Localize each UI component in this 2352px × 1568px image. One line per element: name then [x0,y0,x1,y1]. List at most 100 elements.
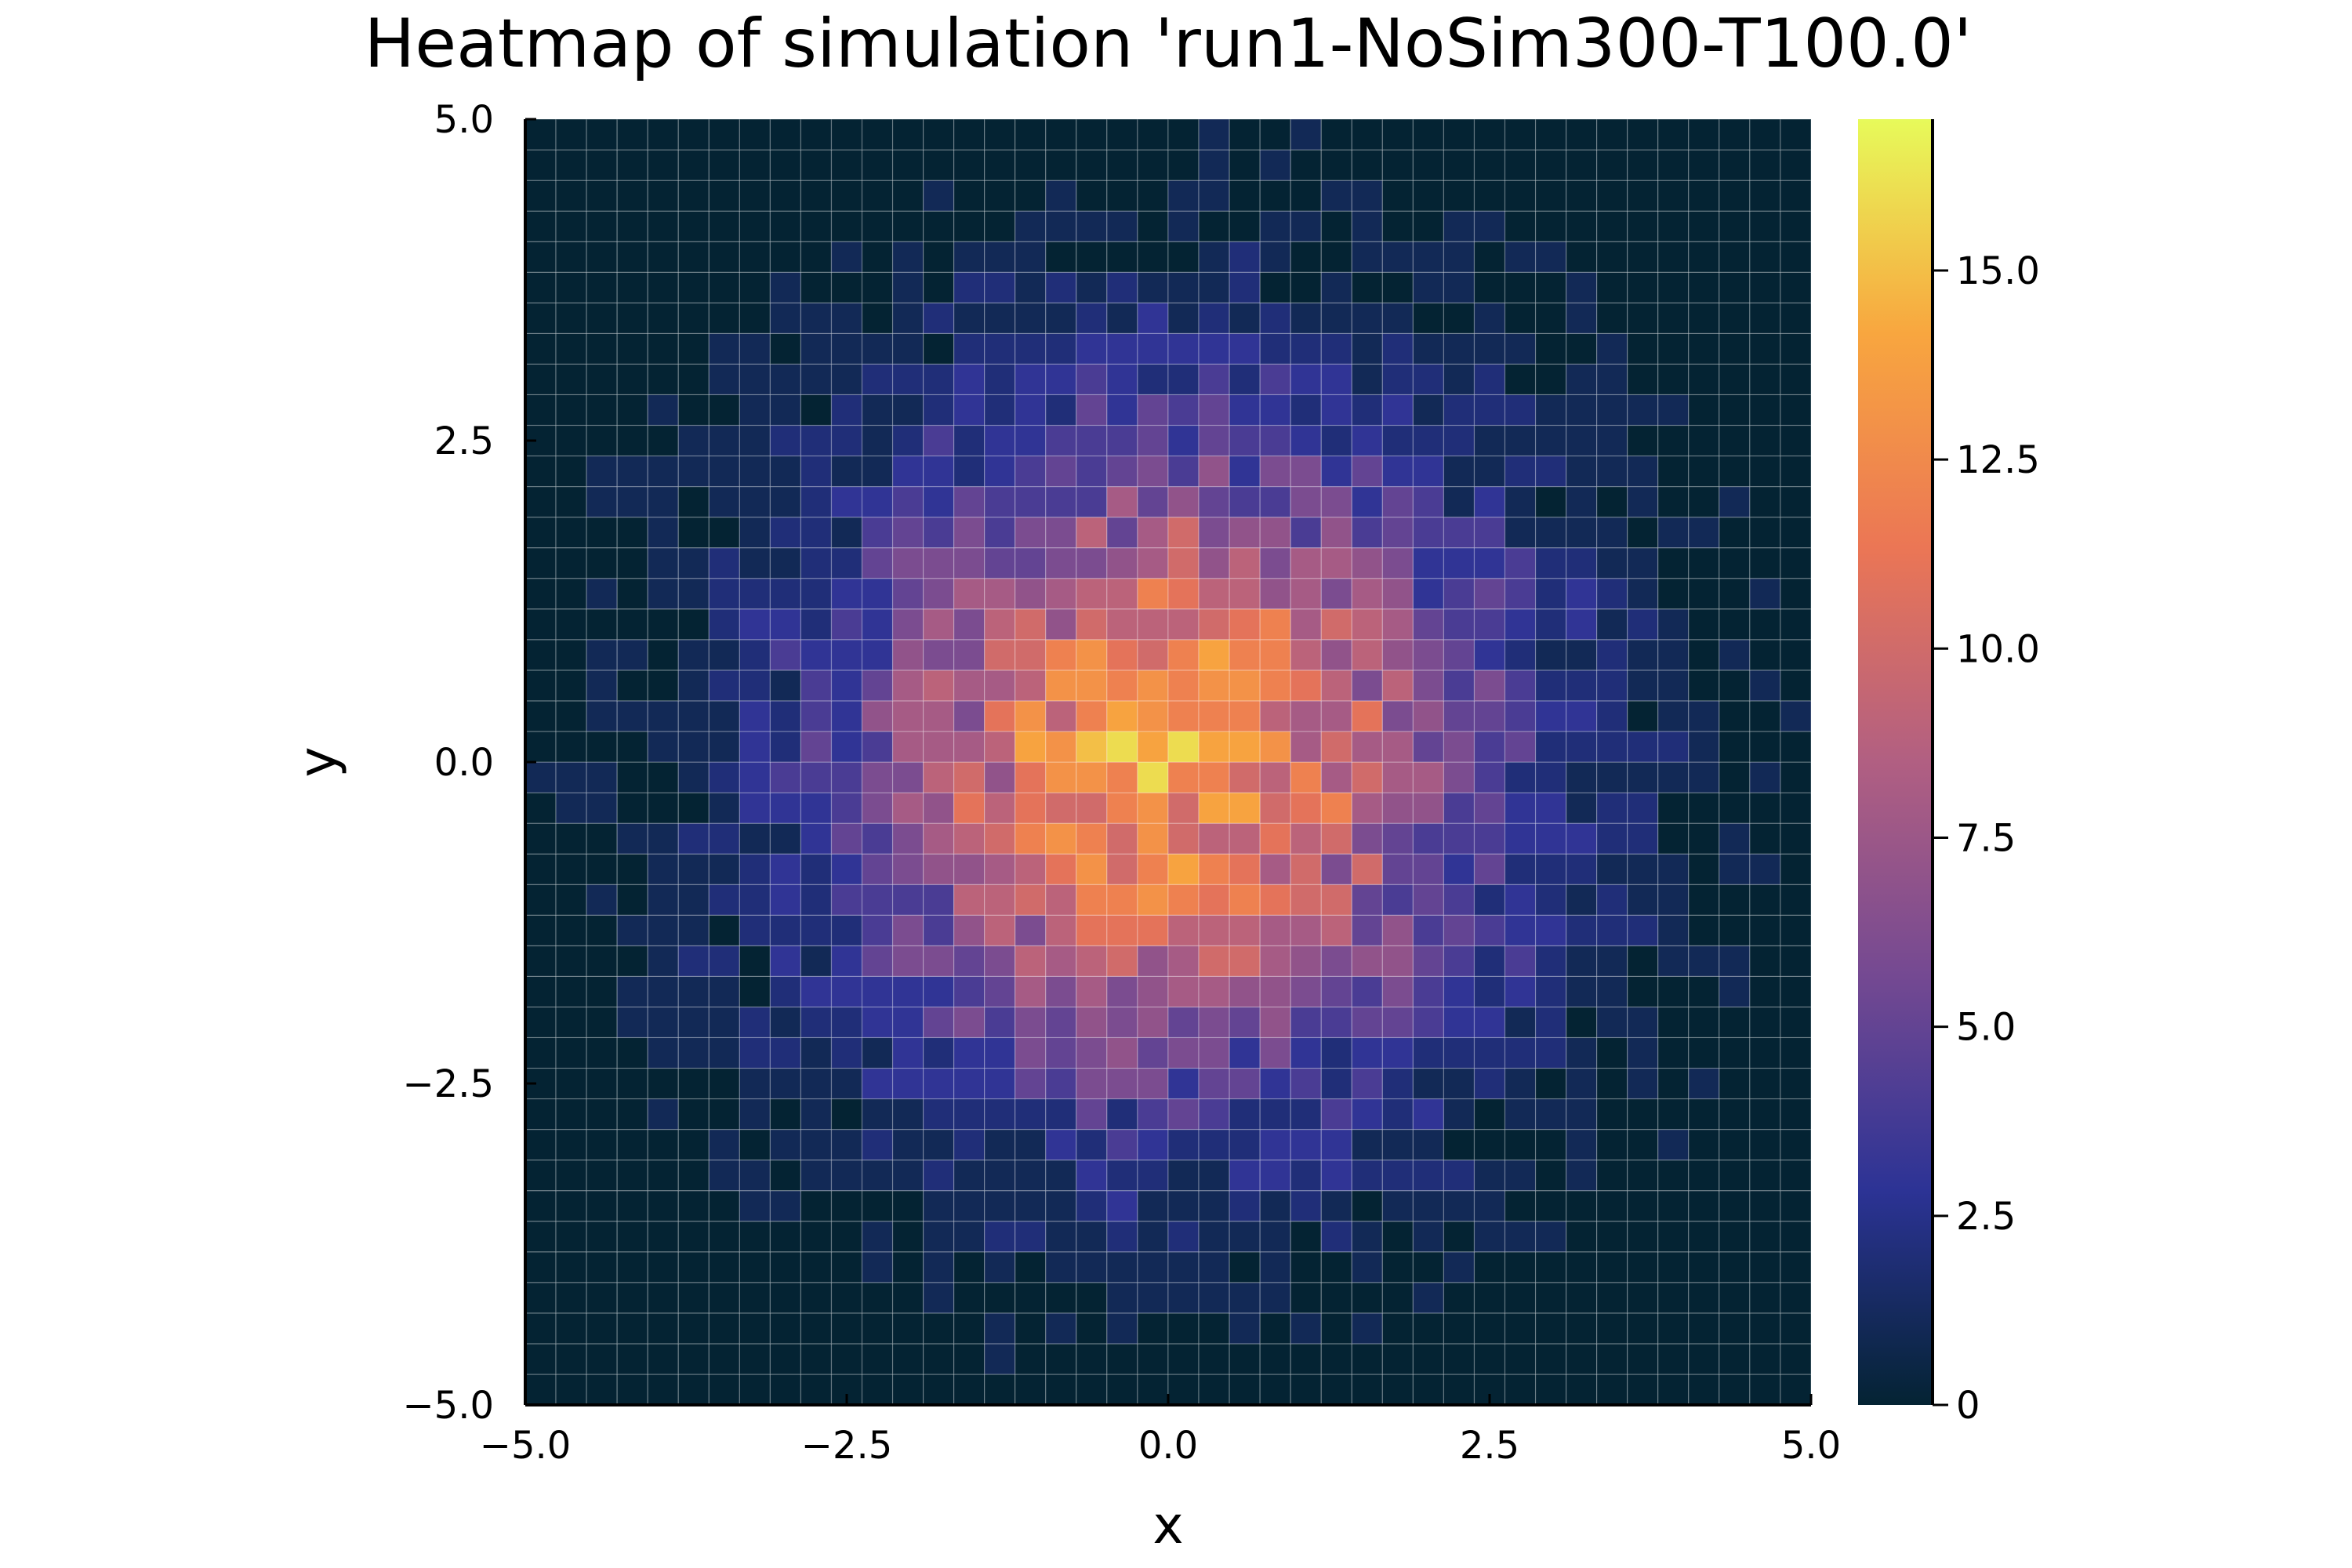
heatmap-cell [1045,1282,1077,1314]
heatmap-cell [1137,731,1169,763]
heatmap-cell [1229,1128,1261,1161]
heatmap-cell [647,853,679,885]
heatmap-cell [953,822,985,855]
heatmap-cell [984,700,1016,732]
heatmap-cell [1443,1160,1475,1192]
heatmap-cell [1627,578,1659,610]
heatmap-cell [1320,1160,1352,1192]
heatmap-cell [677,118,710,151]
heatmap-cell [1076,485,1108,518]
heatmap-cell [1351,914,1383,946]
heatmap-cell [861,853,894,885]
heatmap-cell [1627,302,1659,334]
heatmap-cell [923,271,955,303]
heatmap-cell [1780,118,1812,151]
heatmap-cell [923,884,955,916]
heatmap-cell [1688,792,1720,824]
heatmap-cell [861,792,894,824]
heatmap-cell [1688,853,1720,885]
heatmap-cell [800,455,833,488]
heatmap-cell [800,1036,833,1069]
heatmap-cell [1534,1067,1567,1100]
heatmap-cell [1443,547,1475,579]
heatmap-cell [1688,210,1720,242]
heatmap-cell [891,1190,924,1222]
heatmap-cell [1229,608,1261,641]
heatmap-cell [677,1312,710,1345]
heatmap-cell [830,884,863,916]
heatmap-cell [1045,1067,1077,1100]
heatmap-cell [586,517,618,549]
heatmap-cell [1473,975,1506,1007]
heatmap-cell [891,149,924,181]
heatmap-cell [800,1251,833,1283]
heatmap-cell [1688,639,1720,671]
heatmap-cell [1014,578,1047,610]
heatmap-cell [524,1098,557,1131]
heatmap-cell [1137,517,1169,549]
heatmap-cell [1381,1098,1414,1131]
heatmap-cell [1657,853,1690,885]
heatmap-cell [769,822,802,855]
heatmap-cell [1596,332,1628,365]
heatmap-cell [1443,761,1475,793]
heatmap-cell [769,1343,802,1375]
heatmap-cell [1381,1312,1414,1345]
heatmap-cell [891,975,924,1007]
heatmap-cell [1167,1067,1200,1100]
heatmap-cell [923,1312,955,1345]
heatmap-cell [1381,1067,1414,1100]
heatmap-cell [1229,394,1261,426]
heatmap-cell [1473,578,1506,610]
heatmap-cell [1596,455,1628,488]
heatmap-cell [1045,853,1077,885]
heatmap-cell [1627,271,1659,303]
heatmap-cell [1229,670,1261,702]
heatmap-cell [647,1128,679,1161]
heatmap-cell [1749,1036,1781,1069]
heatmap-cell [1106,1190,1138,1222]
y-tick-label: −5.0 [402,1384,494,1428]
heatmap-cell [1443,945,1475,977]
heatmap-cell [1106,792,1138,824]
heatmap-cell [616,884,648,916]
heatmap-cell [1719,975,1751,1007]
heatmap-cell [1106,302,1138,334]
y-axis-label: y [288,746,348,777]
heatmap-cell [800,547,833,579]
heatmap-cell [1443,210,1475,242]
heatmap-cell [1320,608,1352,641]
heatmap-cell [1749,547,1781,579]
heatmap-cell [739,761,771,793]
heatmap-cell [984,1160,1016,1192]
heatmap-cell [953,118,985,151]
heatmap-cell [586,1036,618,1069]
heatmap-cell [1381,332,1414,365]
heatmap-cell [769,884,802,916]
heatmap-cell [1229,210,1261,242]
heatmap-cell [586,822,618,855]
heatmap-cell [1657,1006,1690,1039]
heatmap-cell [1351,1282,1383,1314]
heatmap-cell [1657,1067,1690,1100]
heatmap-cell [1719,271,1751,303]
heatmap-cell [1137,1343,1169,1375]
heatmap-cell [1320,578,1352,610]
heatmap-cell [1106,578,1138,610]
heatmap-cell [1014,149,1047,181]
heatmap-cell [1443,394,1475,426]
heatmap-cell [1167,1343,1200,1375]
heatmap-cell [1137,271,1169,303]
heatmap-cell [586,761,618,793]
heatmap-cell [1014,1312,1047,1345]
heatmap-cell [1076,1190,1108,1222]
heatmap-cell [1045,302,1077,334]
heatmap-cell [1045,608,1077,641]
heatmap-cell [1657,1282,1690,1314]
heatmap-cell [1566,822,1598,855]
heatmap-cell [616,363,648,396]
heatmap-cell [1780,149,1812,181]
heatmap-cell [923,639,955,671]
heatmap-cell [923,302,955,334]
heatmap-cell [861,761,894,793]
